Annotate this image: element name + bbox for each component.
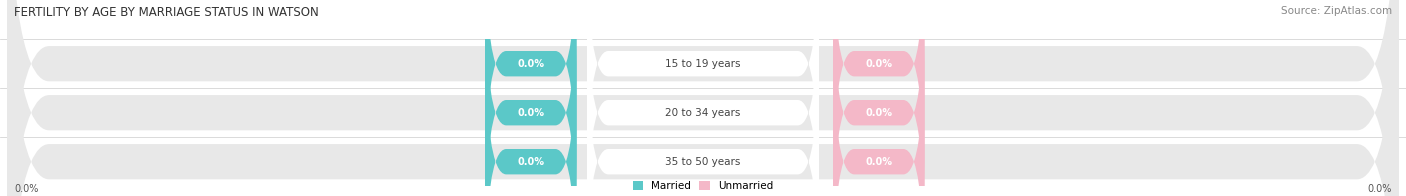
FancyBboxPatch shape (832, 0, 925, 196)
Text: 0.0%: 0.0% (865, 157, 893, 167)
Text: FERTILITY BY AGE BY MARRIAGE STATUS IN WATSON: FERTILITY BY AGE BY MARRIAGE STATUS IN W… (14, 6, 319, 19)
Text: 0.0%: 0.0% (517, 108, 544, 118)
FancyBboxPatch shape (832, 0, 925, 196)
Text: 0.0%: 0.0% (14, 184, 38, 194)
FancyBboxPatch shape (588, 0, 818, 196)
Legend: Married, Unmarried: Married, Unmarried (633, 181, 773, 191)
FancyBboxPatch shape (588, 27, 818, 196)
FancyBboxPatch shape (485, 0, 576, 196)
Text: 0.0%: 0.0% (517, 157, 544, 167)
FancyBboxPatch shape (7, 0, 1399, 196)
Text: Source: ZipAtlas.com: Source: ZipAtlas.com (1281, 6, 1392, 16)
FancyBboxPatch shape (588, 0, 818, 196)
FancyBboxPatch shape (485, 27, 576, 196)
Text: 0.0%: 0.0% (517, 59, 544, 69)
FancyBboxPatch shape (485, 0, 576, 196)
FancyBboxPatch shape (7, 0, 1399, 196)
Text: 20 to 34 years: 20 to 34 years (665, 108, 741, 118)
Text: 0.0%: 0.0% (865, 108, 893, 118)
Text: 0.0%: 0.0% (865, 59, 893, 69)
Text: 35 to 50 years: 35 to 50 years (665, 157, 741, 167)
Text: 0.0%: 0.0% (1368, 184, 1392, 194)
Text: 15 to 19 years: 15 to 19 years (665, 59, 741, 69)
FancyBboxPatch shape (7, 0, 1399, 196)
FancyBboxPatch shape (832, 27, 925, 196)
